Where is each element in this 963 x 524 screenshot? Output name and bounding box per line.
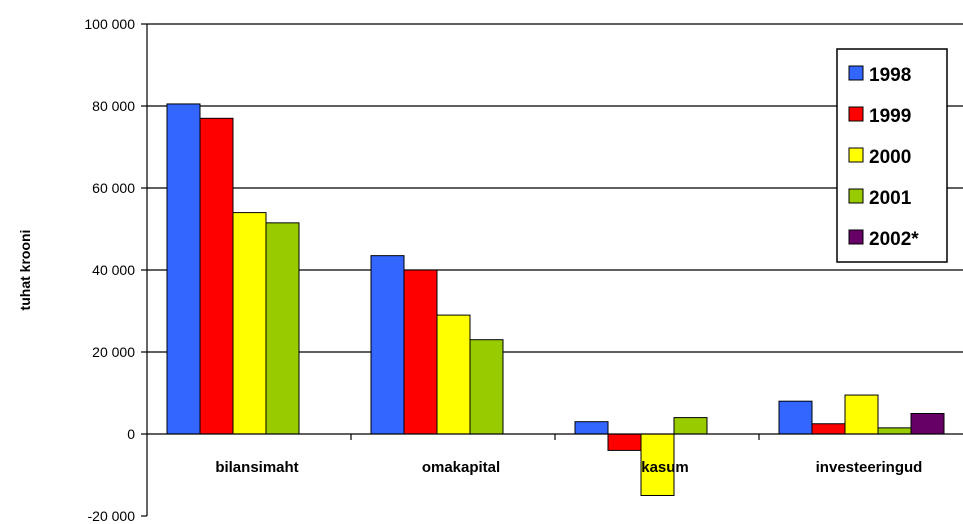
legend: 1998 1999 2000 2001 2002* bbox=[836, 48, 948, 263]
bar-bilansimaht-2001 bbox=[265, 222, 300, 435]
legend-swatch bbox=[848, 188, 864, 204]
y-tick-label: 100 000 bbox=[84, 16, 135, 32]
legend-label: 2000 bbox=[869, 147, 911, 168]
bar-bilansimaht-2000 bbox=[232, 212, 267, 435]
legend-label: 2002* bbox=[869, 229, 919, 250]
legend-label: 1999 bbox=[869, 106, 911, 127]
bar-investeeringud-2001 bbox=[877, 427, 912, 435]
bar-bilansimaht-1999 bbox=[199, 117, 234, 435]
bar-omakapital-1999 bbox=[403, 269, 438, 435]
legend-swatch bbox=[848, 147, 864, 163]
y-tick-labels: -20 000 0 20 000 40 000 60 000 80 000 100 000 bbox=[84, 16, 135, 524]
legend-label: 2001 bbox=[869, 188, 912, 209]
bar-investeeringud-1999 bbox=[811, 423, 846, 435]
category-label: bilansimaht bbox=[215, 459, 298, 476]
bar-kasum-1998 bbox=[574, 421, 609, 435]
legend-swatch bbox=[848, 65, 864, 81]
bar-investeeringud-2002* bbox=[910, 413, 945, 435]
legend-swatch bbox=[848, 106, 864, 122]
y-axis-label: tuhat krooni bbox=[17, 230, 33, 311]
legend-swatch bbox=[848, 229, 864, 245]
category-label: investeeringud bbox=[816, 459, 923, 476]
y-tick-label: 80 000 bbox=[92, 98, 135, 114]
y-tick-label: -20 000 bbox=[88, 508, 136, 524]
bar-investeeringud-2000 bbox=[844, 394, 879, 435]
bar-kasum-1999 bbox=[607, 433, 642, 451]
category-labels: bilansimaht omakapital kasum investeeringud bbox=[215, 459, 922, 476]
category-label: omakapital bbox=[422, 459, 500, 476]
bar-kasum-2001 bbox=[673, 417, 708, 435]
legend-label: 1998 bbox=[869, 65, 911, 86]
bar-investeeringud-1998 bbox=[778, 400, 813, 435]
bars bbox=[166, 103, 945, 496]
bar-omakapital-1998 bbox=[370, 255, 405, 435]
bar-bilansimaht-1998 bbox=[166, 103, 201, 435]
category-label: kasum bbox=[641, 459, 689, 476]
y-tick-label: 60 000 bbox=[92, 180, 135, 196]
bar-omakapital-2001 bbox=[469, 339, 504, 435]
bar-omakapital-2000 bbox=[436, 314, 471, 435]
axes bbox=[141, 23, 963, 517]
y-tick-label: 20 000 bbox=[92, 344, 135, 360]
y-tick-label: 40 000 bbox=[92, 262, 135, 278]
y-tick-label: 0 bbox=[127, 426, 135, 442]
